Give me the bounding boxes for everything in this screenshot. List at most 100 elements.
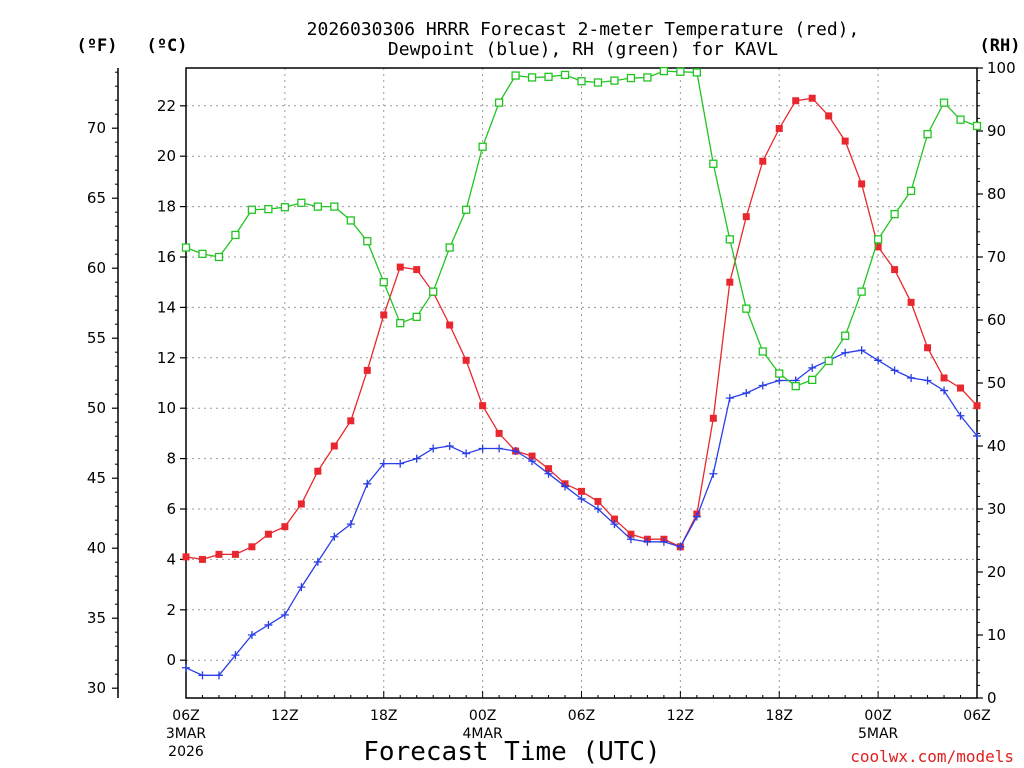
- rh-point-45: [923, 129, 932, 139]
- fahrenheit-tick-label-60: 60: [87, 259, 106, 277]
- rh-point-29: [659, 67, 669, 76]
- rh-point-13: [396, 318, 405, 328]
- dewpoint-point-31: [692, 512, 701, 521]
- dewpoint-point-5: [264, 620, 273, 629]
- dewpoint-point-30: [676, 542, 685, 551]
- celsius-tick-label-6: 6: [166, 500, 176, 518]
- celsius-tick-label-18: 18: [157, 198, 176, 216]
- dewpoint-point-24: [577, 494, 586, 503]
- celsius-tick-label-8: 8: [166, 450, 176, 468]
- x-tick-label-12: 18Z: [370, 708, 397, 724]
- fahrenheit-tick-label-35: 35: [87, 609, 106, 627]
- x-tick-label-24: 06Z: [568, 708, 595, 724]
- dewpoint-point-36: [775, 376, 784, 385]
- x-tick-label-18: 00Z: [469, 708, 496, 724]
- x-tick-label-6: 12Z: [271, 708, 298, 724]
- temperature-point-27: [627, 530, 635, 538]
- dewpoint-point-40: [841, 348, 850, 357]
- x-tick-label-48: 06Z: [963, 708, 990, 724]
- rh-point-22: [544, 72, 553, 81]
- dewpoint-point-3: [231, 651, 240, 660]
- rh-point-14: [412, 312, 421, 322]
- temperature-point-48: [973, 402, 981, 410]
- dewpoint-point-9: [330, 532, 339, 541]
- fahrenheit-tick-label-55: 55: [87, 329, 106, 347]
- x-tick-label-42: 00Z: [864, 708, 891, 724]
- temperature-point-1: [198, 555, 206, 563]
- fahrenheit-tick-label-65: 65: [87, 189, 106, 207]
- rh-tick-label-60: 60: [987, 311, 1006, 329]
- rh-tick-label-100: 100: [987, 59, 1016, 77]
- dewpoint-point-15: [429, 444, 438, 453]
- rh-point-38: [808, 375, 817, 385]
- dewpoint-point-1: [198, 671, 207, 680]
- rh-point-8: [313, 202, 322, 211]
- fahrenheit-tick-label-70: 70: [87, 119, 106, 137]
- temperature-point-9: [330, 442, 338, 450]
- temperature-point-0: [182, 553, 190, 561]
- dewpoint-point-44: [907, 373, 916, 382]
- temperature-point-38: [808, 94, 816, 102]
- temperature-point-34: [742, 213, 750, 221]
- celsius-tick-label-0: 0: [166, 651, 176, 669]
- temperature-point-6: [281, 523, 289, 531]
- rh-point-16: [445, 243, 454, 252]
- temperature-point-7: [297, 500, 305, 508]
- temperature-point-42: [874, 243, 882, 251]
- x-tick-label-30: 12Z: [667, 708, 694, 724]
- dewpoint-point-43: [890, 366, 899, 375]
- rh-tick-label-50: 50: [987, 374, 1006, 392]
- rh-point-23: [560, 70, 570, 80]
- axis-layer: 0 2 4 6 8 10 12 14 16 18 20 22 30 35 40 45 50 55 60 65 70 0 10…: [87, 59, 1016, 760]
- chart-title-line-2: Dewpoint (blue), RH (green) for KAVL: [388, 39, 778, 60]
- x-date-label-0: 3MAR: [166, 726, 207, 742]
- rh-point-28: [643, 73, 652, 82]
- dewpoint-point-14: [412, 454, 421, 463]
- temperature-point-45: [924, 344, 932, 352]
- dewpoint-point-42: [874, 356, 883, 365]
- temperature-point-14: [413, 266, 421, 274]
- grid-layer: [186, 68, 977, 698]
- temperature-point-24: [578, 487, 585, 495]
- x-date-label-42: 5MAR: [858, 726, 899, 742]
- rh-point-40: [841, 331, 850, 340]
- dewpoint-point-7: [297, 583, 306, 592]
- rh-point-32: [709, 159, 718, 168]
- rh-point-17: [461, 205, 471, 214]
- rh-point-20: [511, 71, 520, 80]
- temperature-point-46: [940, 374, 948, 382]
- fahrenheit-tick-label-50: 50: [87, 399, 106, 417]
- dewpoint-point-17: [462, 449, 471, 458]
- temperature-point-13: [396, 263, 404, 271]
- dewpoint-point-41: [857, 346, 866, 355]
- dewpoint-point-21: [528, 457, 537, 466]
- rh-point-36: [775, 369, 784, 378]
- dewpoint-point-46: [940, 386, 949, 395]
- dewpoint-point-13: [396, 459, 405, 468]
- rh-tick-label-20: 20: [987, 563, 1006, 581]
- temperature-point-37: [792, 97, 800, 105]
- dewpoint-point-32: [709, 469, 718, 478]
- series-layer: [181, 67, 982, 680]
- temperature-point-19: [495, 429, 503, 437]
- temperature-point-3: [231, 550, 239, 558]
- fahrenheit-tick-label-45: 45: [87, 469, 106, 487]
- rh-tick-label-90: 90: [987, 122, 1006, 140]
- rh-tick-label-70: 70: [987, 248, 1006, 266]
- fahrenheit-tick-label-40: 40: [87, 539, 106, 557]
- rh-point-7: [297, 198, 306, 207]
- celsius-tick-label-12: 12: [157, 349, 176, 367]
- dewpoint-point-25: [593, 505, 602, 513]
- rh-point-48: [972, 121, 982, 131]
- rh-point-43: [890, 210, 899, 219]
- dewpoint-point-8: [313, 557, 322, 566]
- dewpoint-point-11: [363, 479, 372, 488]
- temperature-point-36: [775, 124, 783, 132]
- dewpoint-point-10: [346, 520, 355, 529]
- rh-unit-label: (RH): [980, 36, 1021, 56]
- temperature-point-35: [759, 157, 767, 165]
- celsius-tick-label-4: 4: [166, 550, 176, 568]
- dewpoint-point-45: [923, 376, 932, 385]
- dewpoint-point-2: [214, 671, 223, 680]
- temperature-point-43: [891, 266, 899, 274]
